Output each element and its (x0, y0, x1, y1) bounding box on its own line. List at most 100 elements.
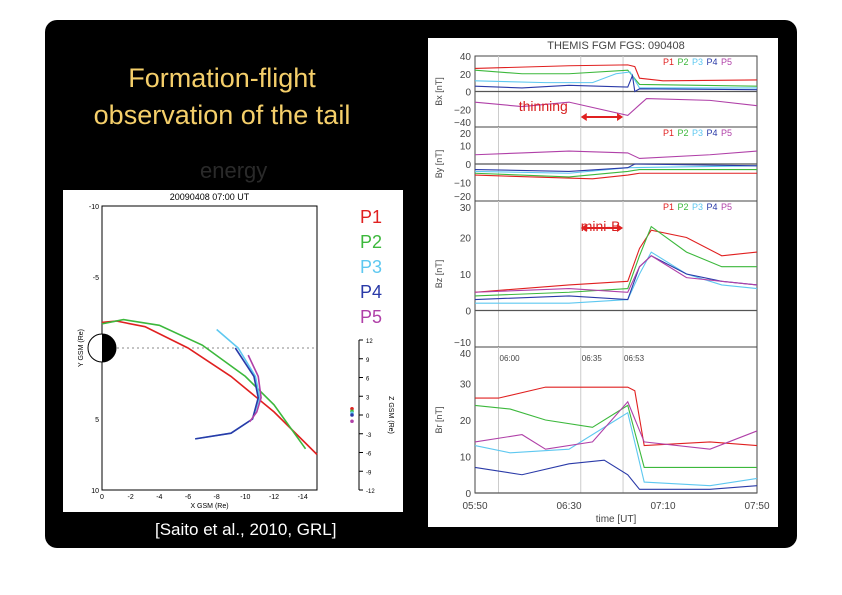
legend-P4: P4 (360, 282, 382, 302)
z-tick-label: -12 (366, 489, 375, 495)
legend-P2: P2 (678, 128, 689, 138)
y-tick-label: 10 (460, 270, 472, 281)
x-tick-label: -2 (128, 494, 134, 501)
x-tick-label: -6 (185, 494, 191, 501)
z-tick-label: -3 (366, 433, 372, 439)
plot-frame (101, 205, 318, 491)
x-tick-label: 07:50 (744, 501, 769, 512)
legend-P1: P1 (663, 128, 674, 138)
legend-P4: P4 (707, 57, 718, 67)
y-tick-label: 40 (460, 349, 472, 360)
ghost-text: energy (200, 158, 268, 183)
y-tick-label: -5 (93, 275, 99, 282)
y-tick-label: 0 (465, 88, 471, 99)
x-tick-label: 05:50 (462, 501, 487, 512)
series-Bx-P1 (474, 64, 758, 82)
legend-P5: P5 (721, 202, 732, 212)
series-Bz-P1 (474, 229, 758, 293)
series-Bz-P5 (474, 255, 758, 293)
legend-P2: P2 (678, 57, 689, 67)
x-tick-label: 0 (100, 494, 104, 501)
y-tick-label: −10 (454, 179, 471, 190)
series-Bx-P4 (474, 73, 758, 93)
y-tick-label: 0 (465, 489, 471, 500)
orbit-P3 (195, 328, 261, 440)
legend-P3: P3 (360, 257, 382, 277)
series-By-P1 (474, 172, 757, 180)
z-tick-label: -6 (366, 452, 372, 458)
z-marker-P4 (350, 413, 354, 417)
legend-P3: P3 (692, 128, 703, 138)
series-Bz-P2 (474, 225, 757, 297)
series-By-P4 (474, 163, 758, 172)
x-tick-label: -10 (240, 494, 250, 501)
y-tick-label: −20 (454, 105, 471, 116)
series-By-P2 (474, 169, 757, 178)
orbit-P1 (101, 320, 318, 456)
legend-P1: P1 (360, 207, 382, 227)
citation: [Saito et al., 2010, GRL] (155, 520, 337, 539)
orbit-P5 (247, 354, 262, 423)
legend-P5: P5 (360, 307, 382, 327)
series-By-P5 (474, 150, 758, 160)
series-Br-P1 (475, 386, 758, 447)
y-tick-label: 10 (91, 488, 99, 495)
x-tick-label: -4 (156, 494, 162, 501)
y-tick-label: 5 (95, 417, 99, 424)
series-Bx-P3 (474, 71, 757, 89)
chart-title: 20090408 07:00 UT (170, 192, 250, 202)
y-axis-label: Bx [nT] (434, 77, 444, 106)
y-axis-label: Br [nT] (434, 406, 444, 433)
legend-P3: P3 (692, 57, 703, 67)
y-tick-label: 10 (460, 453, 472, 464)
z-axis-label: Z GSM (Re) (387, 396, 394, 434)
y-tick-label: -10 (89, 204, 99, 211)
orbit-P4 (195, 347, 260, 440)
series-Bz-P4 (474, 255, 758, 301)
y-tick-label: 20 (460, 416, 472, 427)
y-tick-label: −10 (454, 338, 471, 349)
y-tick-label: 30 (460, 380, 472, 391)
y-tick-label: −20 (454, 192, 471, 203)
time-marker-label: 06:00 (500, 354, 521, 363)
x-tick-label: -8 (214, 494, 220, 501)
y-tick-label: 40 (460, 52, 472, 63)
slide-title: Formation-flight observation of the tail (93, 63, 351, 130)
legend-P3: P3 (692, 202, 703, 212)
orbit-P2 (101, 318, 307, 450)
legend-P1: P1 (663, 202, 674, 212)
z-marker-P1 (350, 406, 354, 411)
z-tick-label: 12 (366, 339, 373, 345)
legend-P2: P2 (360, 232, 382, 252)
z-tick-label: -9 (366, 470, 372, 476)
earth-night-side (102, 334, 116, 362)
legend-P1: P1 (663, 57, 674, 67)
y-axis-label: Bz [nT] (434, 260, 444, 289)
series-Br-P5 (474, 400, 758, 450)
time-marker-label: 06:35 (582, 354, 603, 363)
y-tick-label: 20 (460, 70, 472, 81)
orbit-plot: 20090408 07:00 UT 0 -2 -4 -6 -8 -10 -12 -14 -10 -5… (63, 190, 403, 512)
y-tick-label: 10 (460, 142, 472, 153)
x-axis-label: X GSM (Re) (190, 503, 228, 510)
y-tick-label: 0 (465, 160, 471, 171)
z-tick-label: 0 (366, 414, 370, 420)
y-tick-label: 20 (460, 234, 472, 245)
series-Bx-P5 (474, 98, 758, 117)
x-tick-label: -12 (269, 494, 279, 501)
legend-P5: P5 (721, 128, 732, 138)
z-tick-label: 9 (366, 358, 370, 364)
series-Bx-P2 (474, 69, 758, 87)
z-tick-label: 3 (366, 395, 370, 401)
y-tick-label: 20 (460, 129, 472, 140)
y-axis-label: By [nT] (434, 150, 444, 179)
series-Br-P3 (474, 411, 758, 487)
series-Br-P4 (474, 459, 758, 490)
series-By-P3 (474, 165, 758, 174)
x-tick-label: -14 (298, 494, 308, 501)
legend-P4: P4 (707, 202, 718, 212)
y-axis-label: Y GSM (Re) (78, 329, 85, 367)
x-tick-label: 07:10 (650, 501, 675, 512)
annotation-mini-B: mini-B (581, 218, 621, 234)
time-marker-label: 06:53 (624, 354, 645, 363)
